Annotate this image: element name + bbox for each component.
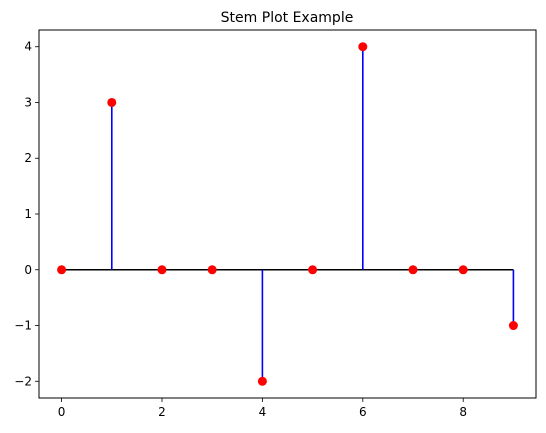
marker-layer xyxy=(57,42,518,386)
stem-marker xyxy=(107,97,117,107)
x-tick-label: 8 xyxy=(459,405,467,419)
y-tick-label: 4 xyxy=(24,40,32,54)
x-tick-label: 2 xyxy=(158,405,166,419)
y-tick-label: −2 xyxy=(14,374,32,388)
y-tick-label: 1 xyxy=(24,207,32,221)
x-tick-label: 0 xyxy=(58,405,66,419)
stem-marker xyxy=(408,265,418,275)
stem-marker xyxy=(207,265,217,275)
stem-marker xyxy=(57,265,67,275)
axes-frame xyxy=(38,29,537,399)
x-axis-ticks: 0 2 4 6 8 xyxy=(58,398,467,419)
stem-marker xyxy=(157,265,167,275)
y-tick-label: 0 xyxy=(24,263,32,277)
stem-marker xyxy=(257,376,267,386)
stem-layer xyxy=(110,46,515,382)
y-axis-ticks: −2 −1 0 1 2 3 4 xyxy=(14,40,39,388)
y-tick-label: −1 xyxy=(14,319,32,333)
chart-title: Stem Plot Example xyxy=(221,10,354,26)
stem-marker xyxy=(508,321,518,331)
stem-marker xyxy=(358,42,368,52)
plot-area-border xyxy=(38,29,537,399)
stem-marker xyxy=(458,265,468,275)
y-tick-label: 2 xyxy=(24,151,32,165)
x-tick-label: 6 xyxy=(359,405,367,419)
stem-marker xyxy=(308,265,318,275)
x-tick-label: 4 xyxy=(259,405,267,419)
y-tick-label: 3 xyxy=(24,95,32,109)
